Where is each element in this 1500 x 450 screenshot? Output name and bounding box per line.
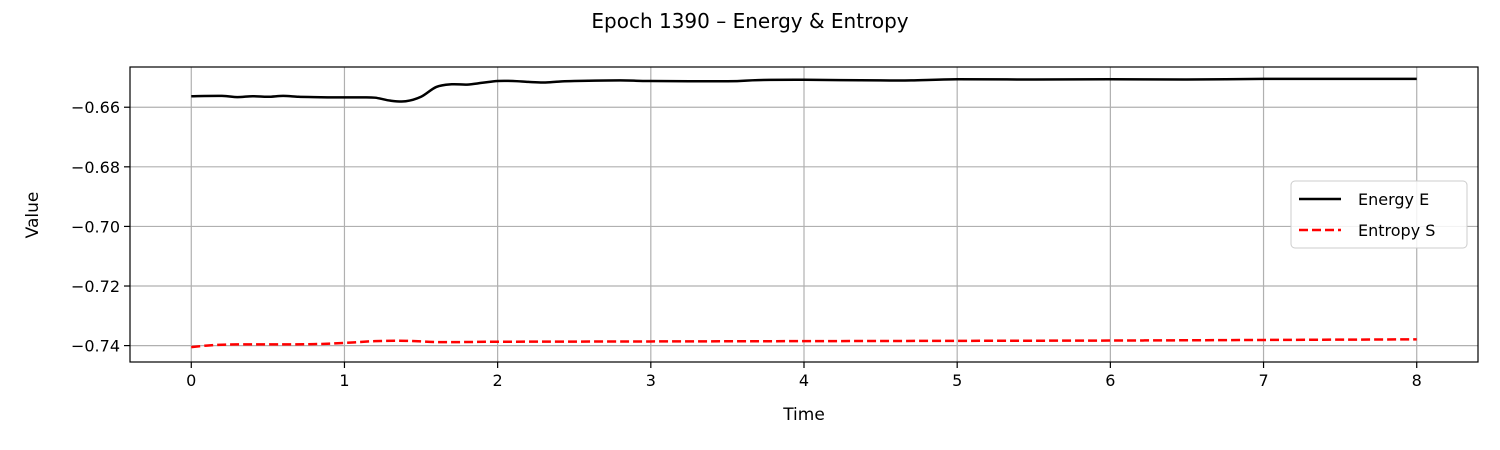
legend: Energy E Entropy S <box>1290 180 1468 249</box>
legend-label-entropy: Entropy S <box>1358 221 1435 240</box>
y-tick-label: −0.72 <box>71 277 120 296</box>
series-line-energy-e <box>191 77 1417 103</box>
y-axis-label: Value <box>23 192 43 239</box>
x-axis-ticks: 0 1 2 3 4 5 6 7 8 <box>186 362 1422 390</box>
x-tick-label: 3 <box>646 371 656 390</box>
legend-label-energy: Energy E <box>1358 190 1429 209</box>
x-tick-label: 1 <box>339 371 349 390</box>
plot-area: 0 1 2 3 4 5 6 7 8 −0.66 −0.68 −0.70 −0.72 −0.74 <box>71 66 1479 390</box>
x-axis-label: Time <box>782 405 825 425</box>
x-tick-label: 2 <box>493 371 503 390</box>
x-tick-label: 5 <box>952 371 962 390</box>
series-line-entropy-s <box>191 338 1417 349</box>
x-tick-label: 0 <box>186 371 196 390</box>
y-axis-ticks: −0.66 −0.68 −0.70 −0.72 −0.74 <box>71 98 130 356</box>
series-layer <box>191 77 1417 349</box>
y-tick-label: −0.70 <box>71 217 120 236</box>
y-tick-label: −0.68 <box>71 158 120 177</box>
x-tick-label: 8 <box>1412 371 1422 390</box>
grid-lines <box>130 67 1478 362</box>
x-tick-label: 6 <box>1105 371 1115 390</box>
y-tick-label: −0.66 <box>71 98 120 117</box>
y-tick-label: −0.74 <box>71 337 120 356</box>
x-tick-label: 4 <box>799 371 809 390</box>
chart-title: Epoch 1390 – Energy & Entropy <box>591 9 908 33</box>
x-tick-label: 7 <box>1258 371 1268 390</box>
